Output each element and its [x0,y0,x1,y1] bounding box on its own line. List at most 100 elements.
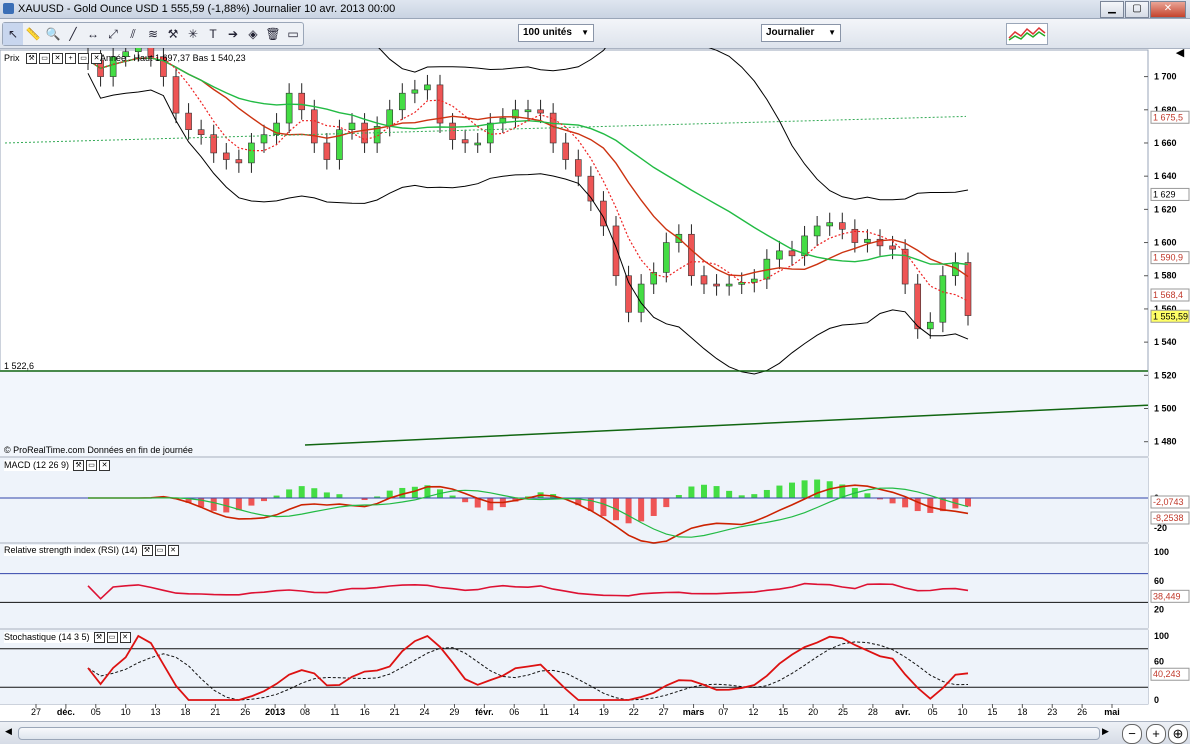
wrench-icon[interactable]: ⚒ [94,632,105,643]
price-tick-label: 1 480 [1154,437,1177,447]
macd-histogram-bar [864,493,870,498]
candle [135,48,141,52]
x-tick-label: 07 [718,707,728,717]
stoch-tick-label: 60 [1154,657,1164,667]
price-value-tag: 1 590,9 [1153,253,1183,263]
candle [827,223,833,226]
ruler-icon[interactable]: 📏 [23,23,43,45]
macd-histogram-bar [311,488,317,498]
trend-line-icon[interactable]: ⤢ [103,23,123,45]
candle [299,93,305,110]
x-tick-label: mai [1104,707,1120,717]
price-tick-label: 1 620 [1154,204,1177,214]
x-tick-label: 10 [958,707,968,717]
close-icon[interactable]: ✕ [168,545,179,556]
close-icon[interactable]: ✕ [120,632,131,643]
window-icon[interactable]: ▭ [155,545,166,556]
close-icon[interactable]: ✕ [99,460,110,471]
arrow-icon[interactable]: ➔ [223,23,243,45]
stoch-bg [0,630,1148,704]
candle [399,93,405,110]
macd-histogram-bar [776,486,782,498]
x-tick-label: 26 [240,707,250,717]
minimize-button[interactable]: ▁ [1100,1,1124,18]
candle [198,130,204,135]
price-value-tag: 1 568,4 [1153,290,1183,300]
wrench-icon[interactable]: ⚒ [142,545,153,556]
price-panel-header: Prix ⚒▭✕+▭✕ [4,53,102,64]
candle [714,284,720,286]
zoom-icon[interactable]: 🔍 [43,23,63,45]
text-icon[interactable]: T [203,23,223,45]
fibonacci-icon[interactable]: ≋ [143,23,163,45]
macd-histogram-bar [902,498,908,507]
macd-histogram-bar [462,498,468,502]
price-tick-label: 1 700 [1154,72,1177,82]
candle [248,143,254,163]
candle [726,284,732,286]
macd-histogram-bar [336,494,342,498]
wrench-icon[interactable]: ⚒ [73,460,84,471]
horizontal-scrollbar[interactable] [18,727,1100,740]
window-title: XAUUSD - Gold Ounce USD 1 555,59 (-1,88%… [18,3,395,15]
x-tick-label: 16 [360,707,370,717]
close-button[interactable]: ✕ [1150,1,1186,18]
wrench-icon[interactable]: ⚒ [26,53,37,64]
candle [311,110,317,143]
x-tick-label: 26 [1077,707,1087,717]
candle [940,276,946,322]
period-select[interactable]: Journalier▼ [761,24,841,42]
rectangle-icon[interactable]: ▭ [283,23,303,45]
cursor-icon[interactable]: ↖ [3,23,23,45]
horizontal-line-icon[interactable]: ↔ [83,23,103,45]
app-icon [3,3,14,14]
macd-histogram-bar [701,485,707,498]
x-tick-label: 22 [629,707,639,717]
x-tick-label: 13 [151,707,161,717]
candle [462,140,468,143]
support-label: 1 522,6 [4,361,34,371]
hammer-icon[interactable]: ⚒ [163,23,183,45]
delete-icon[interactable]: 🗑 [263,23,283,45]
rsi-tick-label: 100 [1154,547,1169,557]
units-select[interactable]: 100 unités▼ [518,24,594,42]
maximize-button[interactable]: ▢ [1125,1,1149,18]
scroll-right-icon[interactable]: ▶ [1102,726,1109,737]
x-tick-label: 14 [569,707,579,717]
close-icon[interactable]: ✕ [52,53,63,64]
indicators-icon[interactable] [1006,23,1048,45]
line-icon[interactable]: ╱ [63,23,83,45]
x-tick-label: 06 [509,707,519,717]
candle [613,226,619,276]
window-icon[interactable]: ▭ [86,460,97,471]
candle [349,123,355,130]
price-tick-label: 1 500 [1154,404,1177,414]
rsi-tick-label: 20 [1154,605,1164,615]
candle [839,223,845,230]
candle [525,110,531,112]
macd-histogram-bar [324,492,330,498]
marker-icon[interactable]: ◈ [243,23,263,45]
zoom-in-icon[interactable]: + [1146,724,1166,744]
macd-histogram-bar [663,498,669,507]
window-icon[interactable]: ▭ [78,53,89,64]
price-value-tag: 1 555,59 [1153,311,1188,321]
x-tick-label: 12 [748,707,758,717]
reset-zoom-icon[interactable]: ⊕ [1168,724,1188,744]
gann-icon[interactable]: ✳ [183,23,203,45]
macd-value-tag: -2,0743 [1153,497,1184,507]
candle [450,123,456,140]
window-icon[interactable]: ▭ [107,632,118,643]
price-panel-label: Prix [4,53,20,63]
price-tick-label: 1 540 [1154,337,1177,347]
macd-histogram-bar [299,486,305,498]
add-panel-icon[interactable]: + [65,53,76,64]
channel-icon[interactable]: ⫽ [123,23,143,45]
macd-histogram-bar [789,483,795,498]
scroll-left-icon[interactable]: ◀ [5,726,12,737]
macd-histogram-bar [726,491,732,498]
stoch-value-tag: 40,243 [1153,669,1181,679]
window-icon[interactable]: ▭ [39,53,50,64]
zoom-out-icon[interactable]: − [1122,724,1142,744]
